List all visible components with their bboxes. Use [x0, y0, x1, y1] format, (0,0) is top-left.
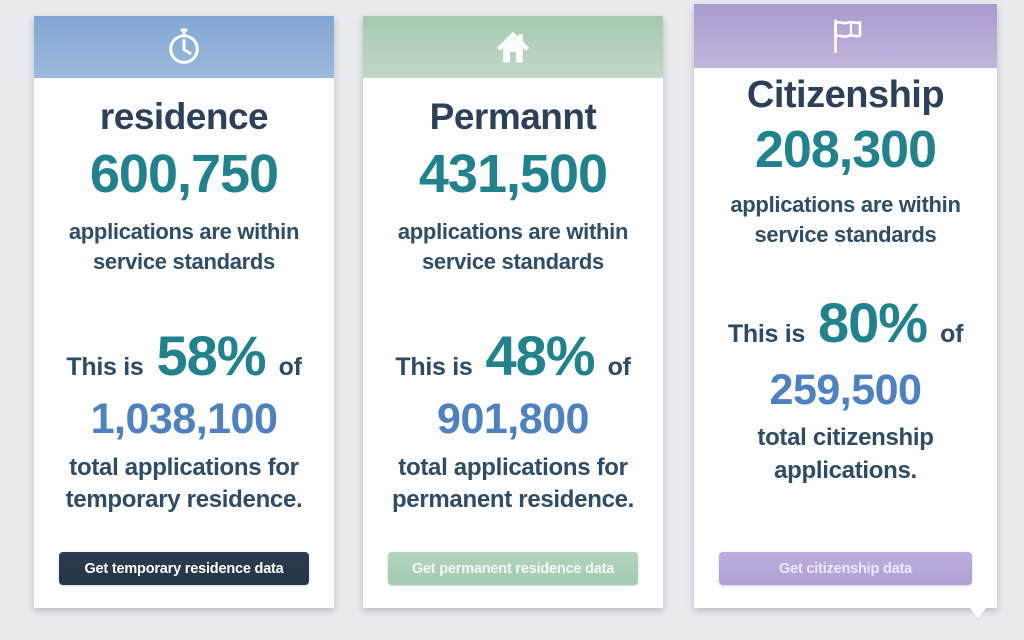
- total-caption: total applications for permanent residen…: [391, 453, 635, 513]
- card-permanent-residence: Permannt 431,500 applications are within…: [363, 16, 663, 608]
- flag-icon: [825, 15, 867, 57]
- card-header: [34, 16, 334, 78]
- get-permanent-residence-data-button[interactable]: Get permanent residence data: [388, 552, 638, 585]
- stat-row: This is 48% of: [395, 328, 630, 384]
- headline-value: 600,750: [89, 144, 279, 204]
- stat-prefix: This is: [395, 353, 473, 382]
- headline-value: 431,500: [418, 144, 608, 204]
- stat-suffix: of: [607, 353, 631, 382]
- stat-row: This is 80% of: [728, 295, 963, 351]
- card-citizenship: Citizenship 208,300 applications are wit…: [694, 4, 997, 618]
- stat-row: This is 58% of: [66, 328, 301, 384]
- get-temporary-residence-data-button[interactable]: Get temporary residence data: [59, 552, 309, 585]
- stat-suffix: of: [940, 320, 964, 349]
- total-caption: total applications for temporary residen…: [65, 453, 303, 513]
- stat-percent: 80%: [818, 291, 928, 355]
- headline-caption: applications are within service standard…: [397, 218, 629, 275]
- total-caption: total citizenship applications.: [757, 424, 934, 484]
- stopwatch-icon: [163, 26, 205, 68]
- stat-prefix: This is: [727, 320, 805, 349]
- total-value: 1,038,100: [90, 395, 278, 444]
- stat-suffix: of: [278, 353, 302, 382]
- stat-percent: 48%: [485, 324, 596, 388]
- headline-caption: applications are within service standard…: [68, 218, 300, 275]
- total-value: 259,500: [769, 366, 922, 415]
- get-citizenship-data-button[interactable]: Get citizenship data: [719, 552, 972, 585]
- card-header: [694, 4, 997, 68]
- headline-value: 208,300: [755, 121, 937, 179]
- card-title: residence: [99, 96, 269, 137]
- card-header: [363, 16, 663, 78]
- card-title: Citizenship: [746, 74, 945, 116]
- headline-caption: applications are within service standard…: [730, 191, 961, 248]
- card-title: Permannt: [429, 96, 597, 137]
- stat-percent: 58%: [156, 324, 267, 388]
- stat-prefix: This is: [66, 353, 144, 382]
- card-temporary-residence: residence 600,750 applications are withi…: [34, 16, 334, 608]
- total-value: 901,800: [437, 395, 589, 444]
- house-icon: [492, 26, 534, 68]
